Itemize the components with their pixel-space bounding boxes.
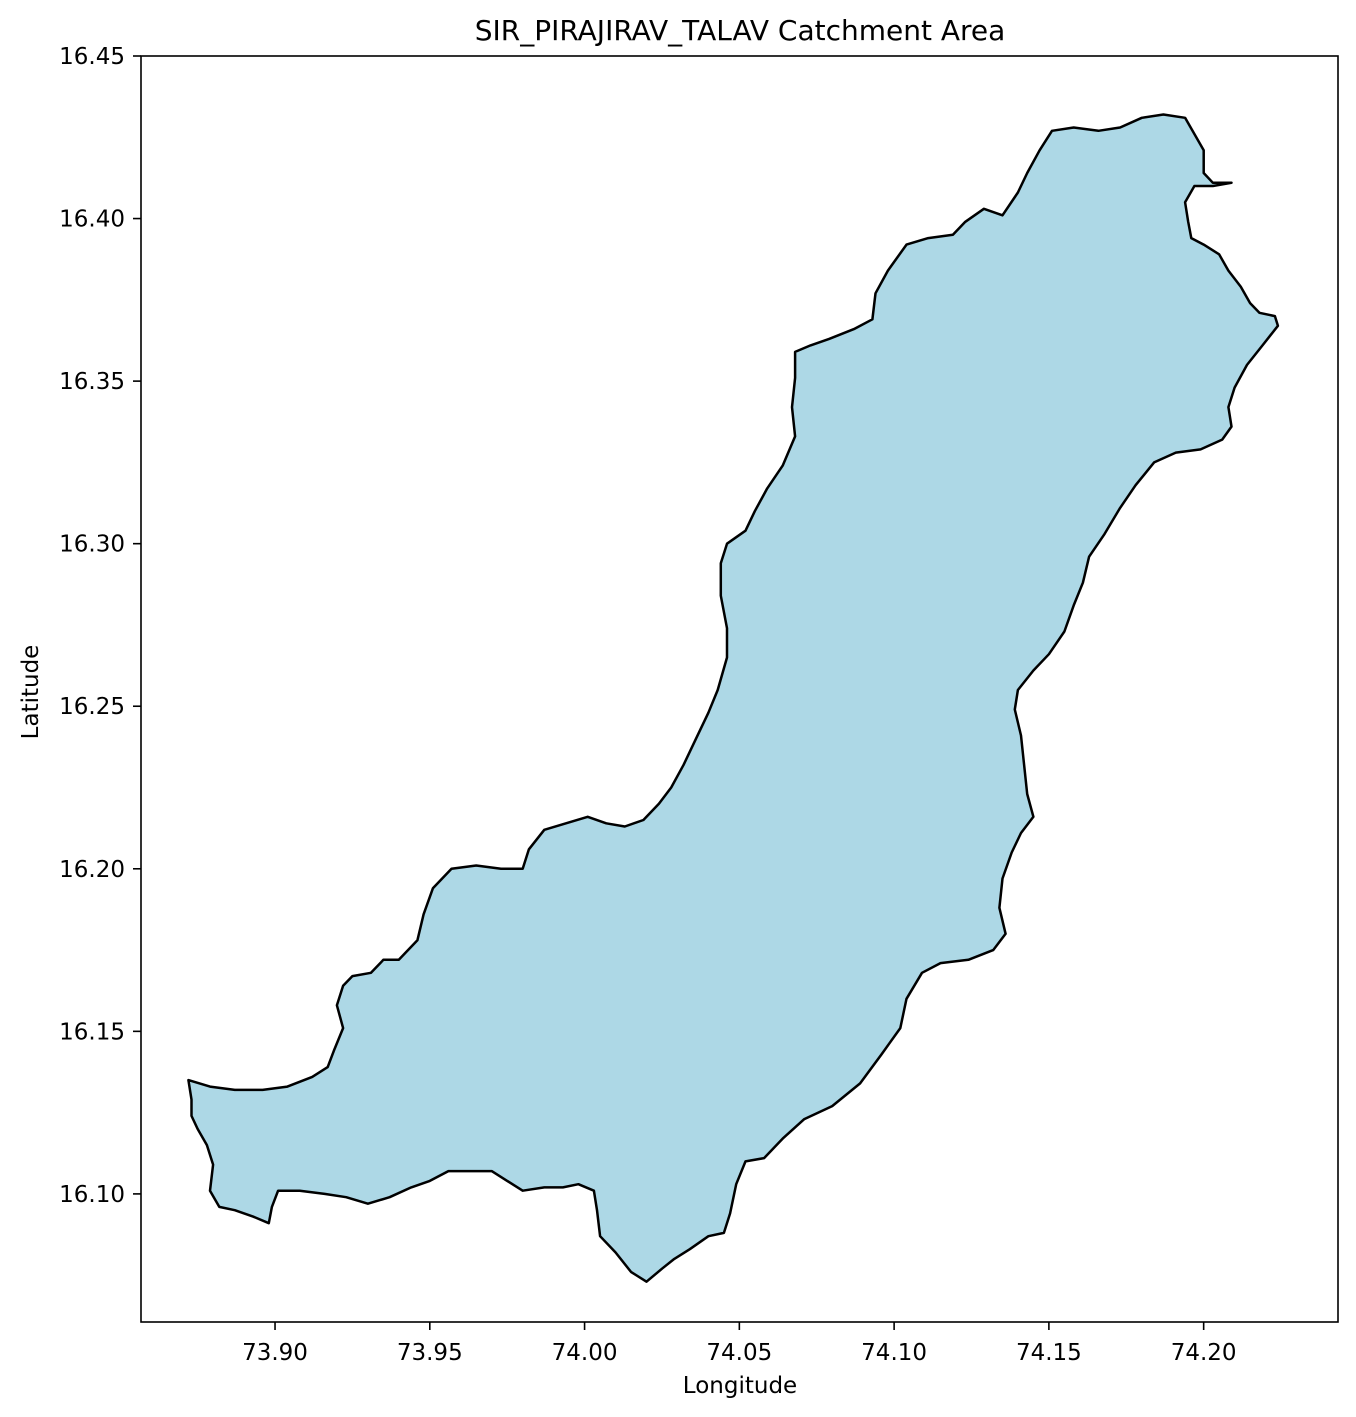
y-tick-label: 16.40 xyxy=(59,207,125,233)
x-tick-label: 74.05 xyxy=(706,1340,772,1366)
y-tick-label: 16.10 xyxy=(59,1182,125,1208)
x-tick-label: 74.15 xyxy=(1016,1340,1082,1366)
x-axis-title: Longitude xyxy=(683,1373,797,1399)
y-tick-label: 16.35 xyxy=(59,369,125,395)
x-tick-label: 74.00 xyxy=(552,1340,618,1366)
catchment-area-polygon xyxy=(187,113,1280,1283)
x-axis-ticks: 73.90 73.95 74.00 74.05 74.10 74.15 74.20 xyxy=(242,1322,1237,1366)
y-tick-label: 16.25 xyxy=(59,694,125,720)
y-tick-label: 16.20 xyxy=(59,857,125,883)
y-axis-ticks: 16.10 16.15 16.20 16.25 16.30 16.35 16.40 16.45 xyxy=(59,44,141,1208)
x-tick-label: 74.20 xyxy=(1171,1340,1237,1366)
y-tick-label: 16.45 xyxy=(59,44,125,70)
x-tick-label: 74.10 xyxy=(861,1340,927,1366)
y-tick-label: 16.30 xyxy=(59,532,125,558)
x-tick-label: 73.90 xyxy=(242,1340,308,1366)
y-tick-label: 16.15 xyxy=(59,1019,125,1045)
x-tick-label: 73.95 xyxy=(397,1340,463,1366)
chart-title: SIR_PIRAJIRAV_TALAV Catchment Area xyxy=(475,14,1006,47)
y-axis-title: Latitude xyxy=(18,645,44,740)
